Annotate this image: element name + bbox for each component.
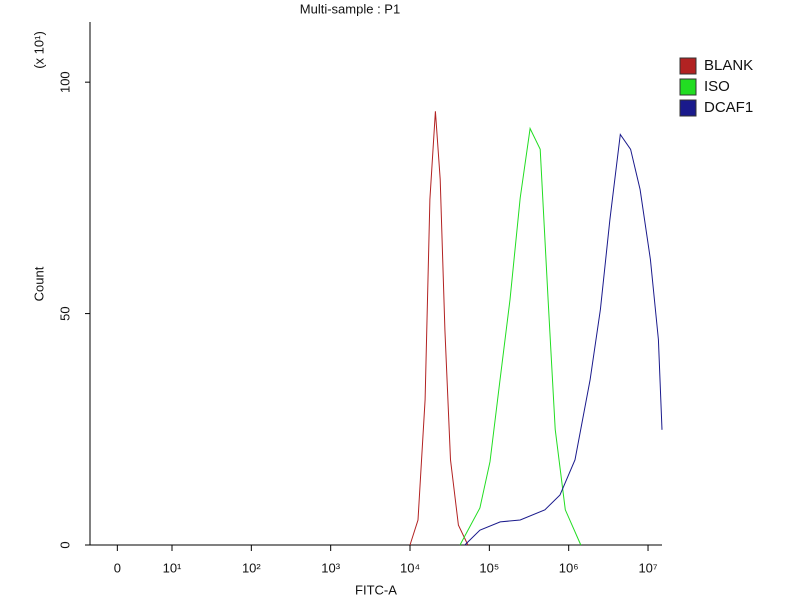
x-tick-label: 0 [114, 560, 121, 575]
legend-swatch [679, 99, 697, 117]
y-tick-label: 100 [57, 71, 72, 93]
legend-label: DCAF1 [704, 99, 753, 116]
y-axis-label: Count [31, 266, 46, 301]
legend-swatch [679, 57, 697, 75]
chart-title: Multi-sample : P1 [300, 1, 400, 16]
y-tick-label: 0 [57, 541, 72, 548]
x-tick-label: 10³ [321, 560, 340, 575]
x-tick-label: 10⁶ [559, 560, 579, 575]
x-tick-label: 10² [242, 560, 261, 575]
x-tick-label: 10⁷ [638, 560, 657, 575]
histogram-line [459, 126, 582, 546]
y-multiplier: (x 10¹) [31, 31, 46, 69]
y-tick-label: 50 [57, 306, 72, 320]
x-tick-label: 10⁴ [400, 560, 420, 575]
legend-swatch [679, 78, 697, 96]
x-axis-label: FITC-A [355, 582, 397, 597]
histogram-line [409, 111, 469, 546]
x-tick-label: 10⁵ [479, 560, 499, 575]
histogram-line [464, 133, 663, 546]
legend-label: BLANK [704, 57, 753, 74]
legend-label: ISO [704, 78, 730, 95]
x-tick-label: 10¹ [163, 560, 182, 575]
